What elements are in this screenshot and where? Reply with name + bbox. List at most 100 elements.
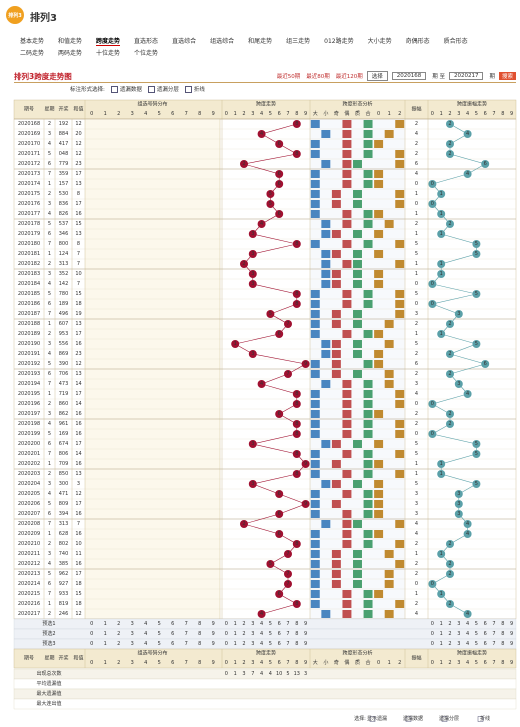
span-value: 4 xyxy=(260,221,263,227)
nav-link[interactable]: 个位走势 xyxy=(134,50,159,57)
span-value: 8 xyxy=(295,121,298,127)
cell: 530 xyxy=(59,191,69,197)
nav-link[interactable]: 奇偶形态 xyxy=(405,38,430,45)
checkbox[interactable]: 折线 xyxy=(185,85,205,93)
range-link[interactable]: 最近50期 xyxy=(276,74,301,80)
amp-value: 0 xyxy=(431,201,434,207)
nav-link[interactable]: 十位走势 xyxy=(96,50,121,57)
cell: 779 xyxy=(59,161,69,167)
amp-value: 1 xyxy=(440,471,443,477)
checkbox[interactable]: 遗漏数据 xyxy=(111,85,142,93)
column-header: 和值 xyxy=(73,106,83,113)
search-button[interactable]: 搜索 xyxy=(498,72,516,80)
cell: 537 xyxy=(59,221,69,227)
form-cell xyxy=(321,270,331,278)
cell: 5 xyxy=(415,291,418,297)
digit-header: 4 xyxy=(144,660,147,666)
select[interactable]: 选择 xyxy=(366,71,388,81)
range-link[interactable]: 最近80期 xyxy=(306,74,330,80)
cell: 15 xyxy=(75,591,81,597)
nav-link[interactable]: 012路走势 xyxy=(324,38,354,45)
cell: 2020187 xyxy=(18,311,40,317)
from-input[interactable]: 2020168 xyxy=(391,72,427,80)
form-cell xyxy=(321,610,331,618)
nav-link[interactable]: 跨度走势 xyxy=(96,38,121,46)
form-cell xyxy=(310,600,320,608)
options-label: 标注形式选择: xyxy=(70,87,105,93)
cell: 628 xyxy=(59,531,69,537)
preselect-digit: 5 xyxy=(269,641,272,647)
cell: 2020203 xyxy=(18,471,40,477)
span-value: 6 xyxy=(278,141,281,147)
span-ball xyxy=(275,170,284,178)
nav-link[interactable]: 基本走势 xyxy=(20,38,45,45)
form-cell xyxy=(310,540,320,548)
cell: 2020204 xyxy=(18,481,40,487)
span-value: 8 xyxy=(295,451,298,457)
cell: 2 xyxy=(415,561,418,567)
form-cell xyxy=(310,420,320,428)
nav-link[interactable]: 组三走势 xyxy=(286,38,311,45)
cell: 6 xyxy=(48,161,51,167)
range-link[interactable]: 最近120期 xyxy=(335,74,363,80)
nav-link[interactable]: 直选形态 xyxy=(134,38,159,45)
checkbox-label[interactable]: 遗漏数据 xyxy=(403,715,423,722)
form-cell xyxy=(321,340,331,348)
form-cell xyxy=(310,320,320,328)
form-cell xyxy=(384,580,394,588)
digit-header: 2 xyxy=(242,660,245,666)
form-cell xyxy=(353,370,362,378)
span-ball xyxy=(257,220,266,228)
form-cell xyxy=(374,250,384,258)
nav-row: 二码走势 两码走势 十位走势 个位走势 xyxy=(20,48,500,57)
checkbox-label[interactable]: 折线 xyxy=(480,715,490,722)
form-cell xyxy=(310,470,320,478)
preselect-digit: 2 xyxy=(448,631,451,637)
checkbox-label[interactable]: 遗漏分层 xyxy=(439,715,459,722)
cell: 0 xyxy=(415,431,418,437)
nav-link[interactable]: 和值走势 xyxy=(58,38,83,45)
nav-link[interactable]: 组选综合 xyxy=(210,38,235,45)
form-header: 小 xyxy=(323,110,328,117)
form-cell xyxy=(321,160,331,168)
span-ball xyxy=(292,600,301,608)
form-cell xyxy=(321,380,331,388)
span-ball xyxy=(240,160,248,168)
cell: 16 xyxy=(75,531,81,537)
preselect-digit: 9 xyxy=(304,631,307,637)
preselect-digit: 8 xyxy=(295,631,298,637)
nav-link[interactable]: 二码走势 xyxy=(20,50,45,57)
amp-ball xyxy=(437,230,446,238)
form-cell xyxy=(331,350,341,358)
nav-link[interactable]: 大小走势 xyxy=(367,38,392,45)
preselect-digit: 7 xyxy=(185,631,188,637)
cell: 2 xyxy=(415,221,418,227)
cell: 3 xyxy=(48,411,51,417)
form-cell xyxy=(374,510,384,518)
span-ball xyxy=(275,180,284,188)
checkbox[interactable] xyxy=(405,716,412,722)
cell: 14 xyxy=(75,381,81,387)
amp-value: 5 xyxy=(475,251,478,257)
checkbox[interactable]: 遗漏分层 xyxy=(148,85,179,93)
cell: 14 xyxy=(75,401,81,407)
checkbox-label[interactable]: 显示遗漏 xyxy=(367,715,387,722)
checkbox[interactable] xyxy=(477,716,484,722)
nav-link[interactable]: 直选综合 xyxy=(172,38,197,45)
digit-header: 0 xyxy=(225,111,228,117)
form-cell xyxy=(342,120,352,128)
digit-header: 3 xyxy=(251,660,254,666)
preselect-digit: 4 xyxy=(144,641,147,647)
nav-link[interactable]: 两码走势 xyxy=(58,50,83,57)
checkbox[interactable] xyxy=(441,716,448,722)
nav-link[interactable]: 和尾走势 xyxy=(248,38,273,45)
cell: 13 xyxy=(75,471,81,477)
form-cell xyxy=(353,520,362,528)
cell: 189 xyxy=(59,301,69,307)
to-input[interactable]: 2020217 xyxy=(448,72,484,80)
cell: 3 xyxy=(48,131,51,137)
group-header: 跨度振幅走势 xyxy=(457,650,487,657)
nav-link[interactable]: 质合形态 xyxy=(443,38,468,45)
checkbox[interactable] xyxy=(369,716,376,722)
